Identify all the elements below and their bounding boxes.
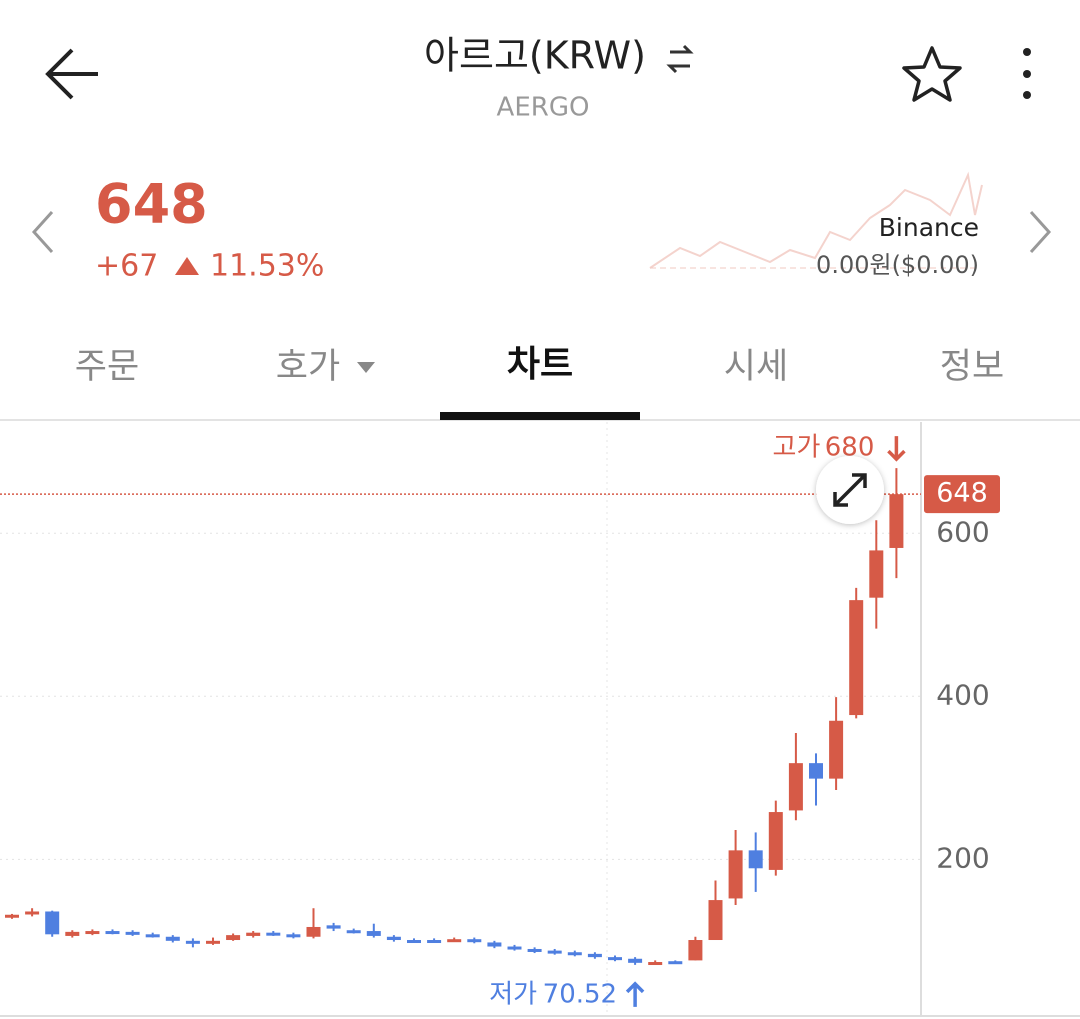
candle-body	[25, 911, 40, 915]
current-price: 648	[95, 173, 208, 236]
candle-body	[467, 939, 482, 943]
candle-body	[668, 961, 683, 965]
current-price-label: 648	[936, 478, 988, 509]
candle-body	[366, 931, 381, 936]
next-button[interactable]	[1029, 210, 1052, 254]
expand-icon	[833, 473, 867, 507]
candle-body	[407, 940, 421, 944]
candle-body	[105, 931, 120, 935]
tab[interactable]: 정보	[940, 347, 1004, 387]
mini-chart	[649, 171, 983, 269]
candle-body	[849, 600, 864, 716]
y-tick-label: 200	[936, 841, 989, 874]
candle-body	[567, 952, 582, 956]
candle-body	[527, 948, 542, 952]
y-tick-label: 400	[936, 678, 989, 711]
candle-body	[487, 942, 502, 947]
coin-symbol: AERGO	[497, 93, 590, 123]
candle-body	[748, 850, 763, 869]
candle-body	[507, 946, 522, 950]
candle-body	[246, 932, 261, 936]
candle-body	[346, 930, 361, 934]
candle-body	[728, 850, 743, 899]
tab[interactable]: 시세	[724, 347, 788, 387]
candle-body	[688, 940, 703, 961]
candle-body	[165, 936, 180, 941]
dropdown-icon	[357, 362, 375, 373]
swap-icon[interactable]	[666, 44, 694, 74]
tab-active[interactable]: 차트	[507, 344, 573, 385]
low-value: 70.52	[543, 979, 617, 1009]
candle-body	[386, 936, 401, 941]
candle-body	[788, 763, 803, 811]
candle-body	[145, 934, 160, 938]
candle-body	[829, 720, 844, 779]
candle-body	[85, 931, 100, 935]
candle-body	[427, 940, 442, 944]
high-label: 고가	[773, 433, 821, 463]
menu-button[interactable]	[1023, 48, 1031, 99]
candle-body	[306, 926, 321, 937]
candle-body	[226, 935, 241, 941]
price-change: +67	[95, 249, 158, 284]
tab[interactable]: 호가	[276, 347, 340, 387]
up-arrow	[175, 257, 199, 275]
low-label: 저가	[489, 979, 537, 1009]
candle-body	[628, 958, 643, 963]
candle-body	[206, 940, 220, 944]
candle-body	[266, 932, 281, 936]
y-tick-label: 600	[936, 515, 989, 548]
candle-body	[708, 900, 723, 941]
price-change-percent: 11.53%	[210, 249, 324, 284]
low-arrow	[625, 981, 645, 1007]
candle-body	[326, 925, 341, 929]
exchange-price: 0.00원($0.00)	[816, 251, 979, 279]
chart: 200 400 600	[0, 468, 990, 966]
prev-button[interactable]	[31, 210, 54, 254]
candle-body	[547, 950, 562, 954]
current-price-tag	[924, 475, 1000, 514]
tab-indicator	[440, 412, 640, 420]
back-button[interactable]	[45, 48, 98, 100]
high-arrow	[887, 436, 906, 462]
candle-body	[5, 914, 19, 918]
candle-body	[587, 953, 602, 958]
candle-body	[768, 812, 783, 870]
exchange-name: Binance	[879, 213, 979, 242]
candle-body	[648, 962, 663, 966]
candle-body	[65, 931, 80, 936]
candle-body	[125, 931, 140, 935]
candle-body	[447, 939, 462, 943]
candle-body	[889, 494, 904, 548]
candle-body	[809, 763, 823, 779]
candle-body	[286, 934, 301, 938]
coin-title: 아르고(KRW)	[424, 34, 646, 78]
favorite-button[interactable]	[902, 46, 962, 102]
candle-body	[185, 940, 200, 944]
tab[interactable]: 주문	[75, 347, 139, 387]
candle-body	[45, 911, 60, 935]
candle-body	[608, 957, 622, 961]
candle-body	[869, 550, 884, 598]
